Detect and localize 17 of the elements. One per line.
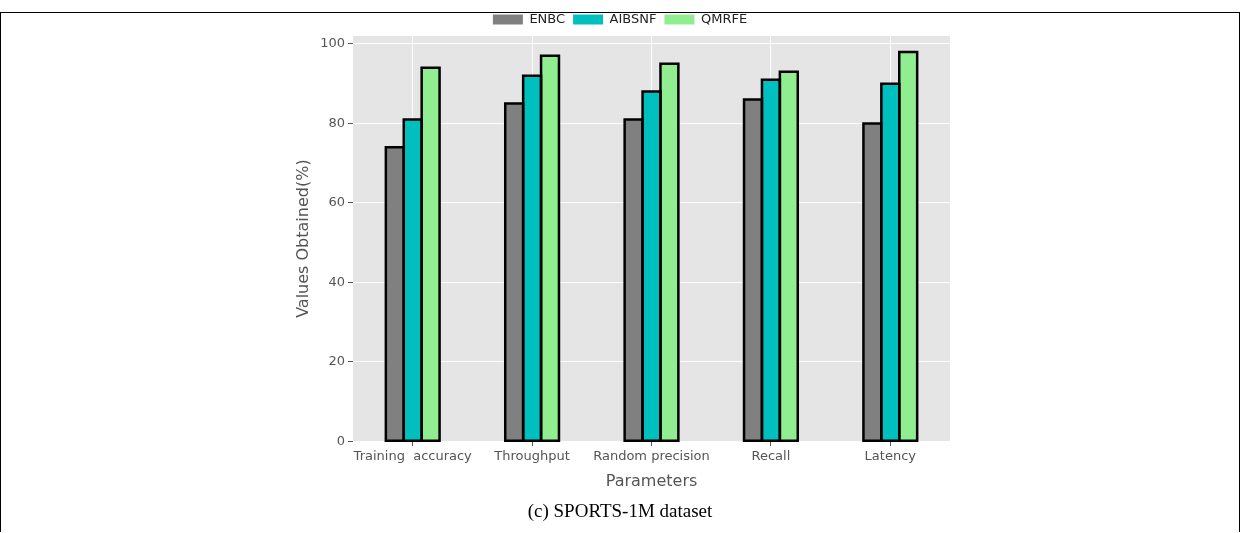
y-tick-label: 0 bbox=[336, 432, 346, 448]
legend-label: AIBSNF bbox=[609, 10, 657, 26]
x-tick-label: Training accuracy bbox=[352, 448, 473, 464]
y-tick-label: 80 bbox=[328, 114, 346, 130]
x-axis-title: Parameters bbox=[605, 470, 698, 490]
x-tick-label: Latency bbox=[864, 448, 917, 464]
x-tick-label: Recall bbox=[751, 448, 791, 464]
legend-label: QMRFE bbox=[700, 10, 748, 26]
y-axis-title: Values Obtained(%) bbox=[292, 159, 312, 318]
legend-label: ENBC bbox=[529, 10, 566, 26]
y-tick-label: 40 bbox=[328, 273, 346, 289]
y-tick-label: 100 bbox=[320, 35, 346, 51]
y-tick-label: 20 bbox=[328, 353, 346, 369]
y-tick-label: 60 bbox=[328, 194, 346, 210]
x-tick-label: Throughput bbox=[493, 448, 570, 464]
x-tick-label: Random precision bbox=[593, 448, 710, 464]
text: (c) SPORTS-1M dataset bbox=[526, 500, 714, 522]
